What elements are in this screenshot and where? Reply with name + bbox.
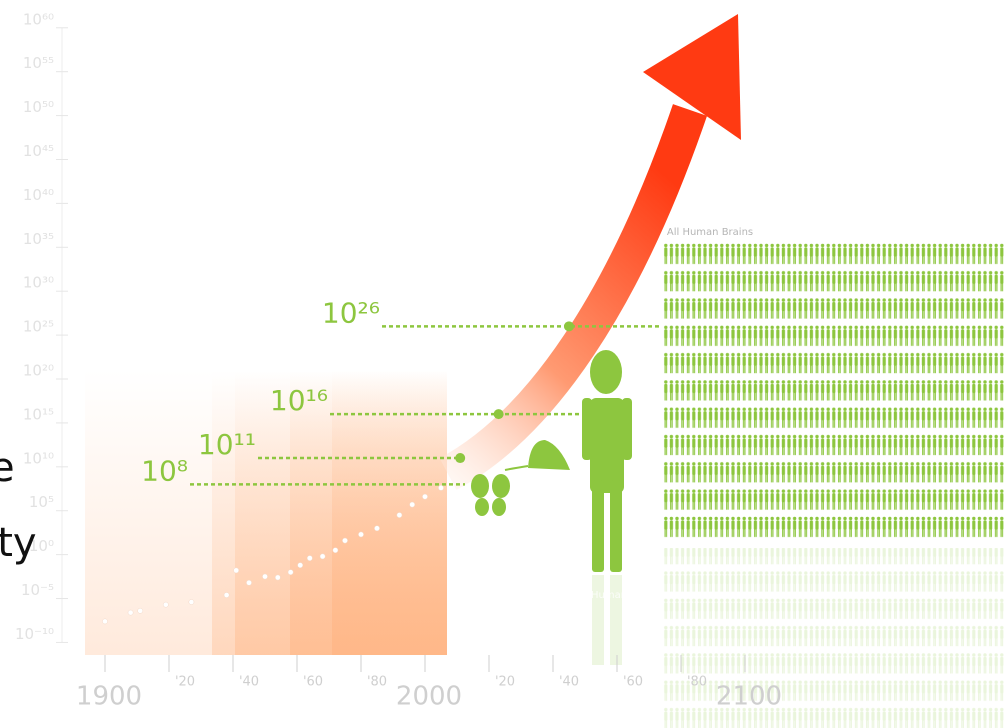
y-tick-label: 10³⁰ xyxy=(23,274,54,292)
y-tick-label: 10²⁰ xyxy=(23,362,54,380)
cropped-text: lity xyxy=(0,520,37,566)
milestone-label: 10¹⁶ xyxy=(270,384,328,417)
milestone-caption: One Human Brain xyxy=(568,590,657,601)
milestone-caption: All Human Brains xyxy=(667,227,753,238)
y-tick-label: 10³⁵ xyxy=(23,230,54,248)
data-point xyxy=(374,525,380,532)
projection-arrow xyxy=(439,14,741,490)
data-point xyxy=(332,547,339,554)
data-point xyxy=(319,553,326,560)
milestone-dot xyxy=(564,321,574,332)
y-tick-label: 10⁵⁰ xyxy=(23,98,54,116)
data-point xyxy=(137,607,144,614)
data-point xyxy=(297,562,304,569)
x-tick-label: '80 xyxy=(367,675,387,690)
x-tick-label: '40 xyxy=(239,675,259,690)
data-point xyxy=(422,493,428,500)
data-point xyxy=(274,574,281,581)
milestone-caption: Insect Brain xyxy=(462,532,521,543)
data-point xyxy=(306,555,313,561)
x-tick-label: 1900 xyxy=(76,682,142,712)
x-tick-label: '20 xyxy=(175,675,195,690)
milestone-caption: Mouse Brain xyxy=(517,486,579,497)
y-tick-label: 10¹⁰ xyxy=(23,449,54,467)
data-point xyxy=(246,579,252,586)
y-tick-label: 10⁴⁵ xyxy=(23,142,54,160)
insect-figure xyxy=(471,474,510,516)
milestone-dot xyxy=(493,409,504,420)
people-grid xyxy=(663,243,1004,728)
x-tick-label: '80 xyxy=(687,675,707,690)
y-tick-label: 10⁻¹⁰ xyxy=(15,625,54,643)
milestone-dot xyxy=(455,453,466,464)
data-point xyxy=(409,501,416,508)
data-point xyxy=(342,537,348,544)
y-tick-label: 10⁶⁰ xyxy=(23,10,54,28)
x-tick-label: '60 xyxy=(623,675,643,690)
x-tick-label: 2100 xyxy=(716,682,782,712)
data-point xyxy=(127,609,134,616)
data-point xyxy=(223,592,230,598)
data-point xyxy=(102,618,108,625)
data-point xyxy=(358,531,364,538)
data-point xyxy=(188,599,195,605)
y-tick-label: 10⁻⁵ xyxy=(21,581,54,599)
data-point xyxy=(262,573,268,580)
x-tick-label: '20 xyxy=(495,675,515,690)
x-tick-label: '60 xyxy=(303,675,323,690)
era-bands xyxy=(85,370,447,655)
mouse-figure xyxy=(504,440,570,471)
x-tick-label: '40 xyxy=(559,675,579,690)
y-tick-label: 10⁰ xyxy=(29,537,54,555)
milestone-label: 10¹¹ xyxy=(198,428,256,461)
data-point xyxy=(438,485,444,491)
human-figure xyxy=(582,350,632,665)
data-point xyxy=(233,567,240,574)
milestone-label: 10⁸ xyxy=(141,454,188,487)
y-tick-label: 10⁵ xyxy=(29,493,54,511)
y-tick-label: 10²⁵ xyxy=(23,318,54,336)
milestone-label: 10²⁶ xyxy=(322,296,380,329)
y-tick-label: 10⁵⁵ xyxy=(23,54,54,72)
y-tick-label: 10¹⁵ xyxy=(23,405,54,423)
data-point xyxy=(162,601,169,608)
cropped-text: e xyxy=(0,445,15,491)
x-tick-label: 2000 xyxy=(396,682,462,712)
data-point xyxy=(396,512,403,518)
y-tick-label: 10⁴⁰ xyxy=(23,186,54,204)
data-point xyxy=(287,569,294,576)
